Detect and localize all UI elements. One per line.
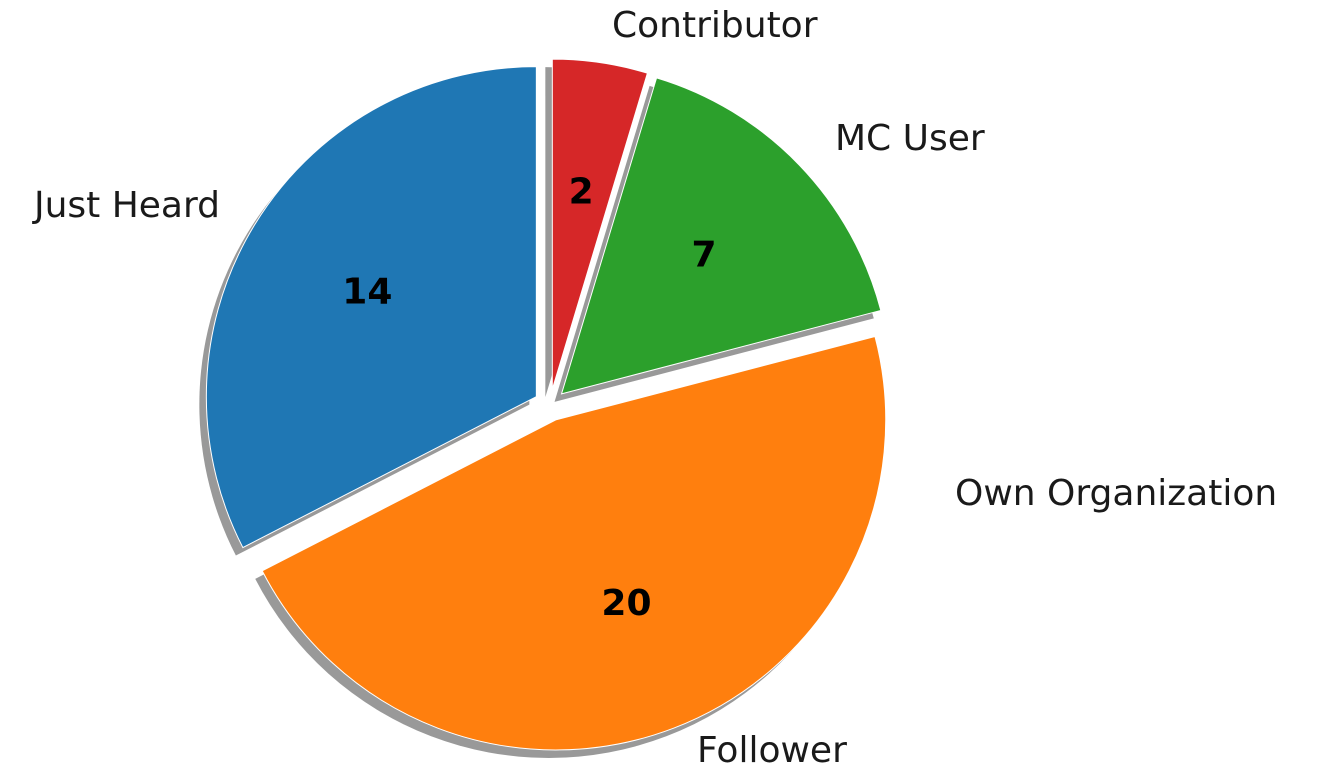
slice: [261, 335, 887, 751]
value-label: 7: [692, 234, 717, 275]
slice: [560, 77, 882, 395]
slices: [205, 58, 887, 751]
slice-label: Contributor: [612, 5, 818, 46]
slice-label: Just Heard: [32, 185, 220, 226]
value-label: 2: [569, 171, 594, 212]
value-label: 14: [342, 272, 392, 313]
value-label: 20: [601, 583, 651, 624]
slice-label: Follower: [697, 730, 847, 771]
slice-label: Own Organization: [955, 473, 1277, 514]
slice: [205, 66, 537, 549]
slice-label: MC User: [835, 118, 985, 159]
slice: [551, 58, 649, 390]
